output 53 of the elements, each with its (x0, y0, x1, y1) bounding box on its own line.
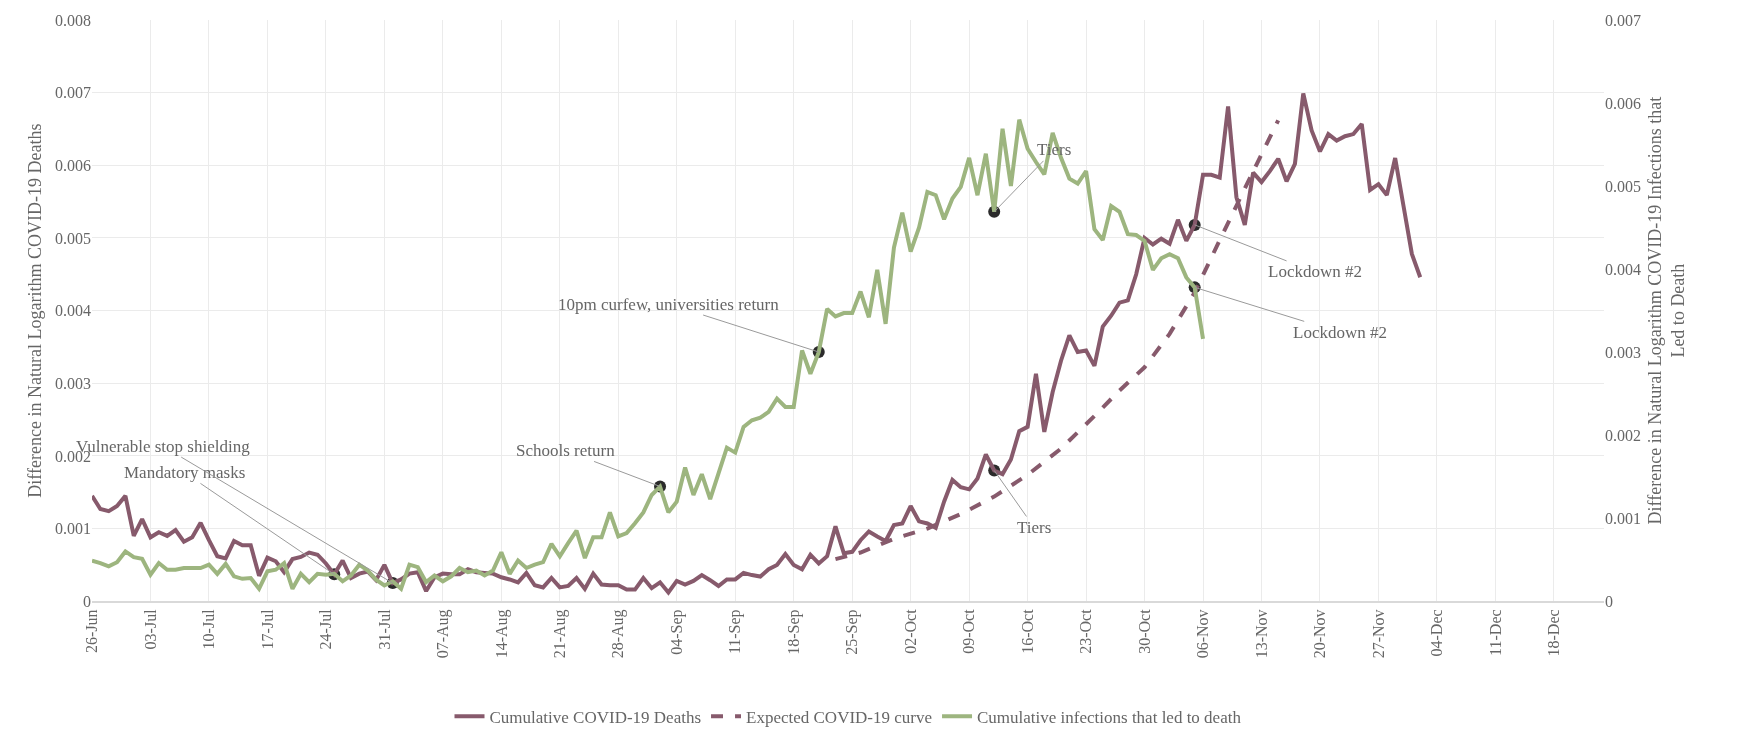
x-tick-label: 21-Aug (551, 609, 569, 659)
x-tick-label: 26-Jun (83, 609, 101, 653)
x-tick-label: 24-Jul (317, 608, 335, 650)
y-tick-label: 0.004 (55, 302, 91, 320)
y2-tick-label: 0 (1605, 592, 1613, 610)
y2-tick-label: 0.005 (1605, 177, 1641, 195)
x-tick-label: 10-Jul (200, 608, 218, 650)
y2-tick-label: 0.004 (1605, 260, 1641, 278)
annotation: 10pm curfew, universities return (558, 295, 780, 314)
x-tick-label: 04-Dec (1428, 609, 1446, 657)
y2-tick-label: 0.007 (1605, 11, 1641, 29)
y-tick-label: 0 (83, 592, 91, 610)
y2-tick-label: 0.003 (1605, 343, 1641, 361)
legend-label: Expected COVID-19 curve (746, 707, 933, 727)
x-tick-label: 14-Aug (492, 609, 511, 659)
annotation: Tiers (1017, 518, 1052, 537)
y-tick-label: 0.007 (55, 84, 91, 102)
x-tick-label: 06-Nov (1194, 609, 1212, 659)
x-tick-label: 02-Oct (901, 608, 919, 654)
x-tick-label: 09-Oct (960, 608, 978, 654)
x-tick-label: 20-Nov (1311, 609, 1329, 659)
y2-tick-label: 0.006 (1605, 94, 1641, 112)
x-tick-label: 23-Oct (1077, 608, 1095, 654)
y-tick-label: 0.006 (55, 156, 91, 174)
y2-tick-label: 0.001 (1605, 509, 1641, 527)
x-tick-label: 13-Nov (1252, 609, 1270, 659)
x-tick-label: 18-Dec (1545, 609, 1563, 657)
x-tick-label: 31-Jul (375, 608, 393, 650)
x-tick-label: 25-Sep (843, 609, 862, 655)
x-tick-label: 11-Dec (1486, 609, 1504, 656)
y-tick-label: 0.003 (55, 374, 91, 392)
x-tick-label: 30-Oct (1135, 608, 1153, 654)
y-tick-label: 0.005 (55, 229, 91, 247)
x-tick-label: 03-Jul (141, 608, 159, 650)
annotation: Lockdown #2 (1268, 262, 1362, 281)
y-tick-label: 0.008 (55, 11, 91, 29)
annotation: Lockdown #2 (1293, 323, 1387, 342)
y2-tick-label: 0.002 (1605, 426, 1641, 444)
x-tick-label: 07-Aug (434, 609, 453, 659)
legend-label: Cumulative infections that led to death (977, 707, 1242, 727)
y-axis-title: Difference in Natural Logarithm COVID-19 Deaths (25, 123, 46, 498)
x-tick-label: 16-Oct (1018, 608, 1036, 654)
x-tick-label: 28-Aug (609, 609, 628, 659)
x-tick-label: 04-Sep (667, 609, 686, 655)
x-tick-label: 18-Sep (784, 609, 803, 655)
x-tick-label: 11-Sep (726, 609, 745, 655)
annotation: Schools return (516, 441, 616, 460)
y-tick-label: 0.001 (55, 520, 91, 538)
legend-label: Cumulative COVID-19 Deaths (489, 707, 702, 727)
x-tick-label: 27-Nov (1369, 609, 1387, 659)
annotation: Mandatory masks (124, 463, 246, 482)
y2-axis-title: Difference in Natural Logarithm COVID-19 Infections that Led to Death (1645, 96, 1689, 525)
x-tick-label: 17-Jul (258, 608, 276, 650)
